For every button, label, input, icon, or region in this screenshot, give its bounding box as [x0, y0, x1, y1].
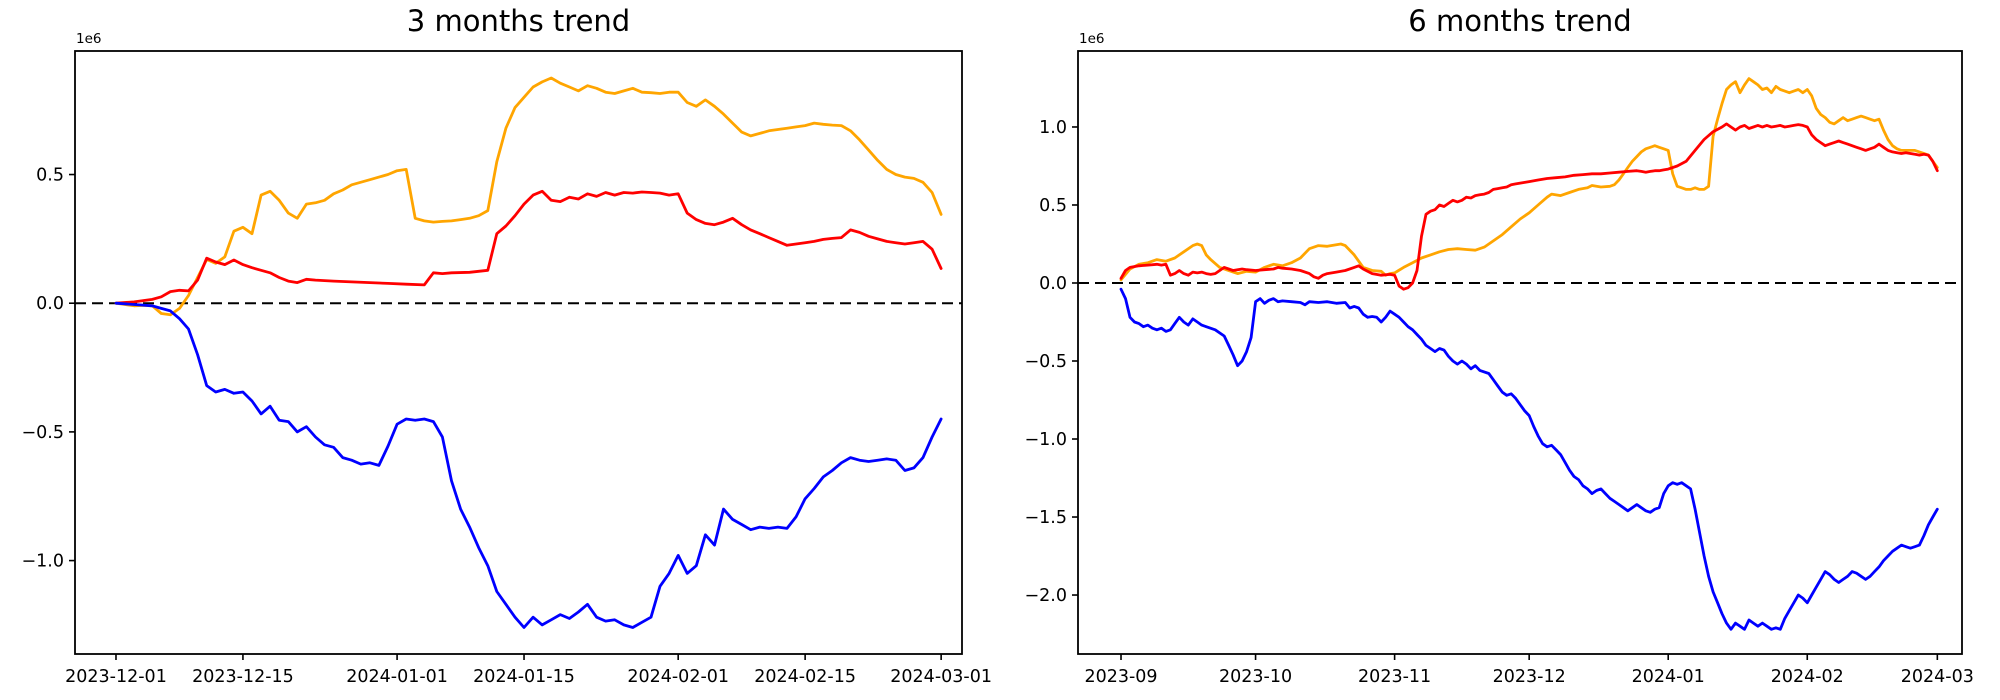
y-tick-label: −1.0: [22, 552, 65, 572]
x-tick-label: 2024-01-01: [346, 667, 448, 687]
x-tick-label: 2024-01-15: [473, 667, 575, 687]
series-line-red: [1119, 122, 1939, 291]
y-tick-label: 1.0: [1039, 118, 1067, 138]
chart-canvas-3-months: 2023-12-01 2023-12-15 2024-01-01 2024-01-15…: [22, 31, 992, 687]
y-tick-label: −0.5: [1025, 352, 1068, 372]
y-tick-label: 0.5: [36, 166, 64, 186]
subplot-6-months-trend: 6 months trend 2023-09 2023-10 2023-11 2023…: [1000, 0, 2000, 700]
y-axis-offset-label: 1e6: [1079, 31, 1104, 47]
x-tick-label: 2024-02-15: [754, 667, 856, 687]
x-tick-label: 2023-10: [1219, 667, 1292, 687]
series-line-orange: [114, 76, 943, 317]
x-tick-label: 2024-01: [1632, 667, 1705, 687]
x-tick-label: 2023-12-15: [192, 667, 294, 687]
chart-canvas-6-months: 2023-09 2023-10 2023-11 2023-12 2024-01 2024-…: [1025, 31, 1974, 687]
x-tick-label: 2023-12: [1493, 667, 1566, 687]
y-tick-label: −2.0: [1025, 586, 1068, 606]
y-tick-label: −1.0: [1025, 430, 1068, 450]
series-line-orange: [1119, 77, 1939, 282]
x-tick-label: 2023-09: [1084, 667, 1157, 687]
y-tick-label: 0.5: [1039, 196, 1067, 216]
x-tick-label: 2023-12-01: [65, 667, 167, 687]
x-tick-label: 2024-03: [1901, 667, 1974, 687]
y-tick-label: −1.5: [1025, 508, 1068, 528]
y-tick-label: 0.0: [1039, 274, 1067, 294]
y-tick-label: 0.0: [36, 294, 64, 314]
y-axis-offset-label: 1e6: [76, 31, 101, 47]
series-line-blue: [114, 301, 943, 629]
subplot-3-months-trend: 3 months trend 2023-12-01 2023-12-15 2024-…: [22, 4, 992, 687]
series-line-red: [114, 189, 943, 305]
x-tick-label: 2024-02-01: [627, 667, 729, 687]
x-tick-label: 2023-11: [1358, 667, 1431, 687]
axes-spines: [74, 50, 963, 655]
x-tick-label: 2024-02: [1771, 667, 1844, 687]
chart-title-3-months: 3 months trend: [406, 4, 631, 38]
axes-spines: [1077, 50, 1963, 655]
series-line-blue: [1119, 287, 1939, 631]
x-tick-label: 2024-03-01: [890, 667, 992, 687]
y-tick-label: −0.5: [22, 423, 65, 443]
chart-title-6-months: 6 months trend: [1408, 4, 1632, 38]
